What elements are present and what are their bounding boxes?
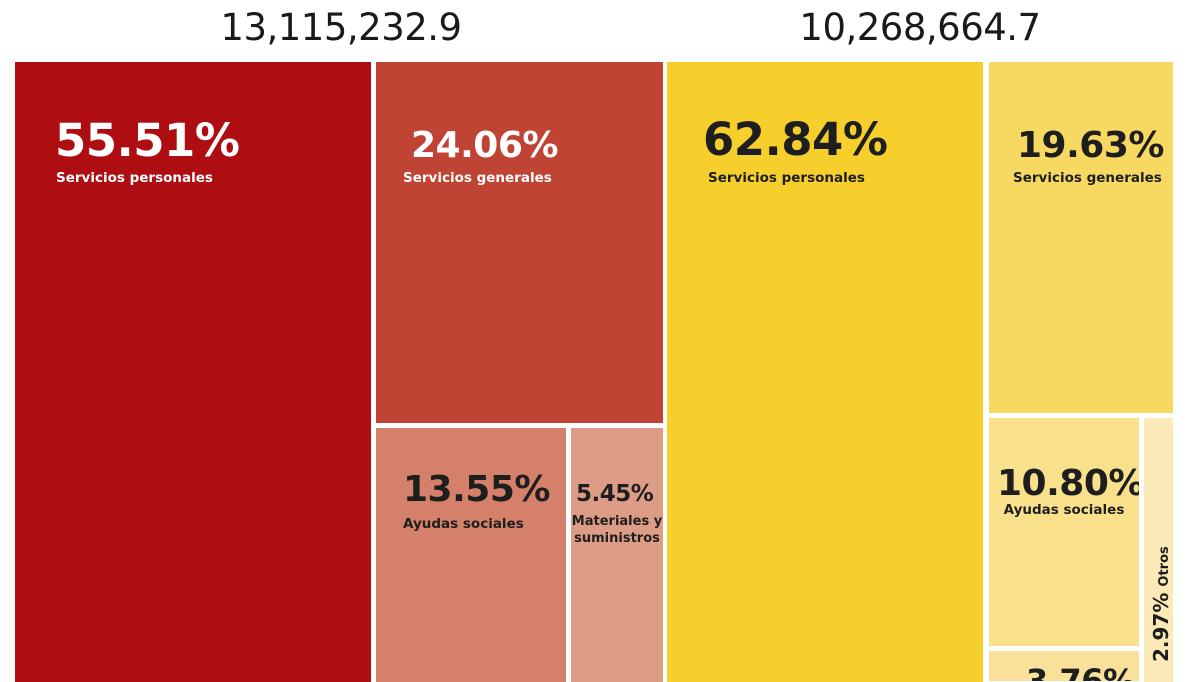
- tile-label: Ayudas sociales: [403, 516, 524, 532]
- treemap-2-tile-5: 3.76%: [989, 651, 1139, 681]
- tile-percent: 13.55%: [403, 469, 550, 510]
- tile-percent: 2.97%: [1149, 592, 1173, 662]
- tile-label: Servicios generales: [403, 170, 552, 186]
- tile-percent: 3.76%: [1026, 662, 1135, 681]
- treemap-1-tile-4: 5.45% Materiales y suministros: [571, 428, 663, 682]
- treemap-2-tile-2: 19.63% Servicios generales: [989, 62, 1173, 413]
- treemap-2-tile-4: 2.97% Otros: [1144, 418, 1173, 682]
- tile-label: Servicios personales: [708, 170, 865, 186]
- tile-vertical-label: 2.97% Otros: [1149, 546, 1173, 662]
- tile-percent: 24.06%: [411, 125, 558, 166]
- treemap-1-tile-1: 55.51% Servicios personales: [15, 62, 371, 682]
- tile-percent: 55.51%: [55, 114, 240, 167]
- tile-percent: 62.84%: [703, 113, 888, 166]
- tile-percent: 5.45%: [576, 481, 654, 507]
- tile-label: Ayudas sociales: [1003, 502, 1125, 518]
- treemap-1-tile-3: 13.55% Ayudas sociales: [376, 428, 566, 682]
- treemap-1-tile-2: 24.06% Servicios generales: [376, 62, 663, 423]
- treemap-2-tile-1: 62.84% Servicios personales: [667, 62, 983, 682]
- treemap-2-total: 10,268,664.7: [799, 6, 1041, 49]
- treemap-2-tile-3: 10.80% Ayudas sociales: [989, 418, 1139, 646]
- tile-label: Otros: [1157, 546, 1172, 587]
- treemap-1-total: 13,115,232.9: [220, 6, 462, 49]
- tile-label: Servicios personales: [56, 170, 213, 186]
- tile-label: Materiales y suministros: [571, 514, 663, 546]
- tile-percent: 19.63%: [1017, 125, 1164, 166]
- tile-label: Servicios generales: [1013, 170, 1162, 186]
- tile-percent: 10.80%: [997, 463, 1139, 504]
